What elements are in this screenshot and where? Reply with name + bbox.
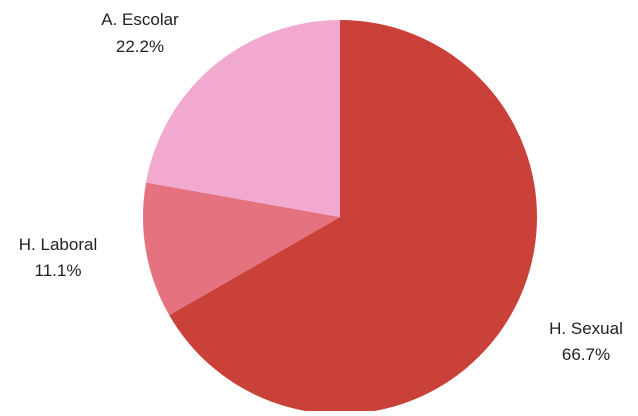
pie-slice-h-sexual (169, 20, 538, 414)
slice-label-a-escolar: A. Escolar (101, 10, 179, 29)
slice-percent-h-laboral: 11.1% (35, 261, 82, 280)
pie-labels: H. Sexual 66.7% H. Laboral 11.1% A. Escolar 2… (19, 10, 623, 364)
slice-percent-h-sexual: 66.7% (562, 345, 610, 364)
slice-label-h-sexual: H. Sexual (549, 319, 623, 338)
pie-slice-h-laboral (143, 182, 340, 316)
pie-slices (143, 20, 538, 414)
pie-slice-a-escolar (146, 20, 340, 217)
slice-label-h-laboral: H. Laboral (19, 235, 97, 254)
slice-percent-a-escolar: 22.2% (116, 37, 164, 56)
